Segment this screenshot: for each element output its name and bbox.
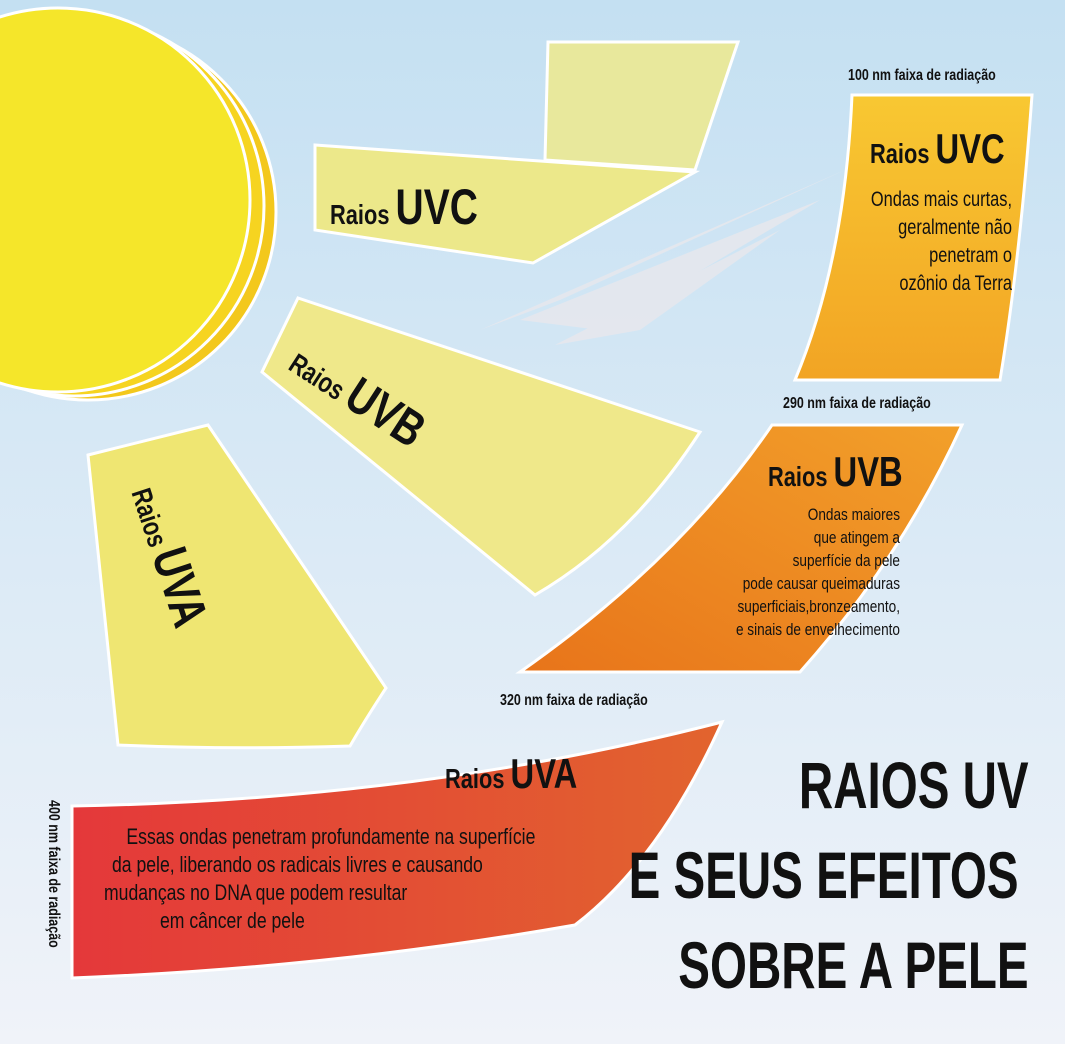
- uvb-description: Ondas maiores que atingem a superfície da …: [735, 505, 900, 639]
- page-title: RAIOS UV E SEUS EFEITOS SOBRE A PELE: [628, 748, 1029, 1002]
- sun: [0, 6, 278, 402]
- uvb-band: [515, 423, 965, 674]
- uva-band: [70, 719, 725, 980]
- uvc-ray: [313, 143, 701, 265]
- uvc-description: Ondas mais curtas, geralmente não penetram…: [870, 188, 1012, 295]
- uvb-range-label: 290 nm faixa de radiação: [783, 395, 931, 412]
- uvc-band-title: Raios UVC: [870, 125, 1005, 172]
- uva-band-title: Raios UVA: [445, 750, 578, 797]
- uvc-ray-label: Raios UVC: [330, 179, 478, 235]
- light-streaks: [480, 170, 845, 345]
- uvc-range-label: 100 nm faixa de radiação: [848, 67, 996, 84]
- uva-description: Essas ondas penetram profundamente na su…: [104, 824, 536, 933]
- uvc-band: [792, 93, 1034, 382]
- uva-end-range-label: 400 nm faixa de radiação: [45, 800, 62, 948]
- uvc-ray-upper: [543, 40, 741, 172]
- uvb-band-title: Raios UVB: [768, 448, 903, 495]
- uva-range-label: 320 nm faixa de radiação: [500, 692, 648, 709]
- uvb-ray: [260, 296, 703, 597]
- uva-ray: [86, 423, 388, 750]
